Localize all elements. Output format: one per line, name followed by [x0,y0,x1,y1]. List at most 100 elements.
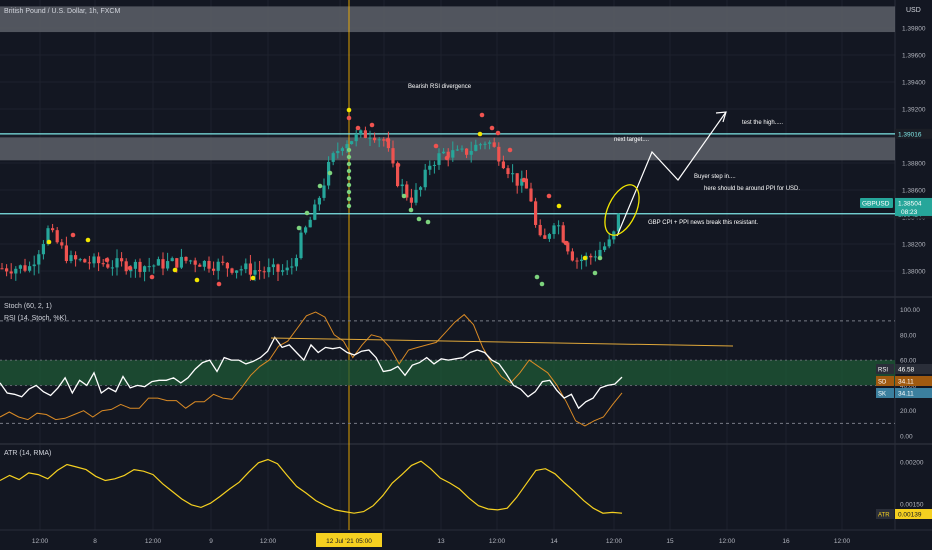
oscillator-tick-label: 80.00 [900,332,917,339]
signal-dot [346,147,352,153]
price-tick-label: 1.38800 [902,161,926,168]
signal-dot [346,175,352,181]
candle-body [225,262,229,269]
signal-dot [495,130,501,136]
signal-dot [346,196,352,202]
candle-body [442,151,446,154]
price-level-label-bg [895,128,932,139]
price-axis[interactable]: 1.398001.396001.394001.392001.390001.388… [860,26,932,520]
signal-dot [46,239,52,245]
rsi-band [0,360,895,386]
sk-name: SK [878,392,886,398]
candle-body [543,235,547,239]
signal-dot [70,232,76,238]
candle-body [345,144,349,149]
time-axis[interactable]: 12:00 8 12:00 9 12:00 13 12:00 14 12:00 15 12:00 16… [32,533,851,547]
time-tick-label: 12:00 [260,538,277,545]
time-tick-label: 14 [550,538,558,545]
signal-dot [408,207,414,213]
candle-body [14,268,18,274]
candle-body [575,260,579,262]
divergence-note: Bearish RSI divergence [408,84,472,90]
time-tick-label: 16 [782,538,790,545]
rsi-name: RSI [878,368,888,374]
signal-dot [346,154,352,160]
candle-body [616,213,620,232]
candle-body [271,264,275,268]
signal-dot [546,193,552,199]
time-tick-label: 12:00 [719,538,736,545]
horizontal-levels[interactable] [0,133,895,215]
candle-body [460,148,464,150]
candle-body [492,142,496,147]
time-tick-label: 12:00 [834,538,851,545]
candle-body [248,263,252,275]
sd-name-bg [876,376,894,386]
candle-body [304,227,308,233]
time-tick-label: 12:00 [606,538,623,545]
candle-body [64,245,68,262]
candle-body [534,201,538,225]
candle-body [382,139,386,141]
candle-body [267,267,271,273]
candle-body [156,259,160,266]
signal-dot [346,107,352,113]
signal-dot [489,125,495,131]
candle-body [520,178,524,186]
candle-body [409,197,413,203]
atr-value-bg [895,509,932,519]
resistance-zones [0,6,895,161]
candle-body [189,260,193,262]
candle-body [193,260,197,265]
candle-body [547,234,551,239]
candle-body [143,266,147,272]
user-drawings[interactable] [598,111,727,240]
candle-body [386,140,390,149]
candle-body [170,258,174,262]
candle-body [299,232,303,259]
candle-body [451,150,455,158]
signal-dot [539,281,545,287]
candle-body [423,169,427,188]
signal-dot [521,177,527,183]
candle-body [198,264,202,267]
signal-dot [172,267,178,273]
candle-body [396,163,400,187]
signal-dot [592,270,598,276]
projection-arrowhead [715,111,727,123]
candle-body [363,130,367,138]
candle-body [511,173,515,175]
rsi-value-bg [895,364,932,374]
atr-tick-label: 0.00150 [900,502,924,509]
signal-dot [127,265,133,271]
cpi-break-note: GBP CPI + PPI news break this resistant. [648,220,758,226]
signal-dot [369,122,375,128]
candle-body [589,255,593,258]
signal-dot [194,277,200,283]
candle-body [83,259,87,263]
atr-name-bg [876,509,894,519]
last-price-label: 1.38504 [898,200,922,207]
candle-body [106,264,110,268]
candle-body [216,261,220,271]
signal-dot [507,147,513,153]
candle-body [202,260,206,267]
candle-body [290,266,294,268]
countdown-label: 08:23 [901,209,918,216]
candle-body [110,267,114,269]
signal-dot [395,162,401,168]
signal-dot [597,255,603,261]
candle-body [607,239,611,247]
signal-dot [433,143,439,149]
candle-body [506,168,510,175]
resistance-zone [0,6,895,33]
signal-dot [216,281,222,287]
sd-name: SD [878,380,887,386]
resistance-zone [0,137,895,161]
candle-body [253,270,257,275]
currency-label: USD [906,7,921,14]
sk-name-bg [876,388,894,398]
candle-body [469,150,473,155]
candle-body [258,270,262,272]
